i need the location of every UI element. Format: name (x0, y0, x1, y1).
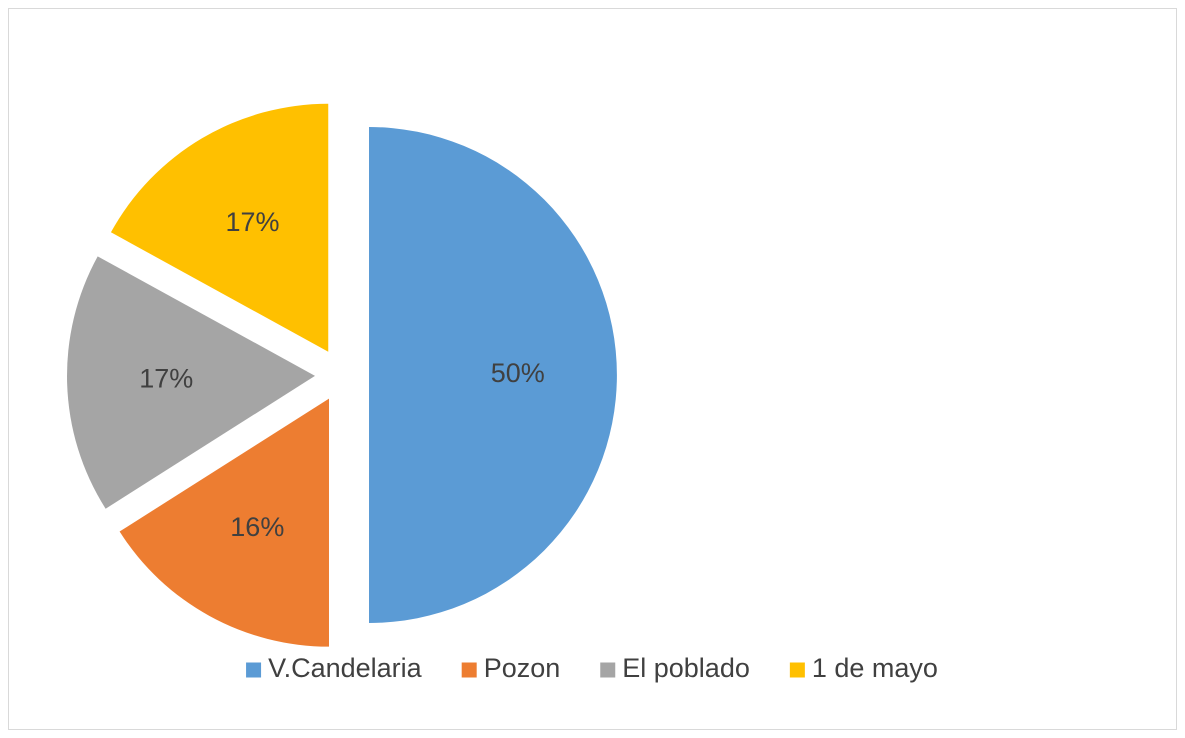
pie-slice (119, 398, 329, 647)
legend-label: Pozon (484, 653, 561, 683)
pie-slice (369, 127, 617, 623)
data-label: 17% (225, 207, 279, 237)
legend-swatch (600, 662, 616, 678)
legend-swatch (246, 662, 262, 678)
data-label: 16% (230, 512, 284, 542)
pie-slice (67, 256, 316, 509)
legend-swatch (789, 662, 805, 678)
legend-label: V.Candelaria (268, 653, 423, 683)
data-label: 17% (139, 364, 193, 394)
legend: V.Candelaria Pozon El poblado 1 de mayo (246, 653, 938, 683)
legend-label: 1 de mayo (812, 653, 938, 683)
legend-label: El poblado (622, 653, 750, 683)
legend-swatch (461, 662, 477, 678)
pie-slice (110, 103, 329, 352)
data-label: 50% (491, 358, 545, 388)
